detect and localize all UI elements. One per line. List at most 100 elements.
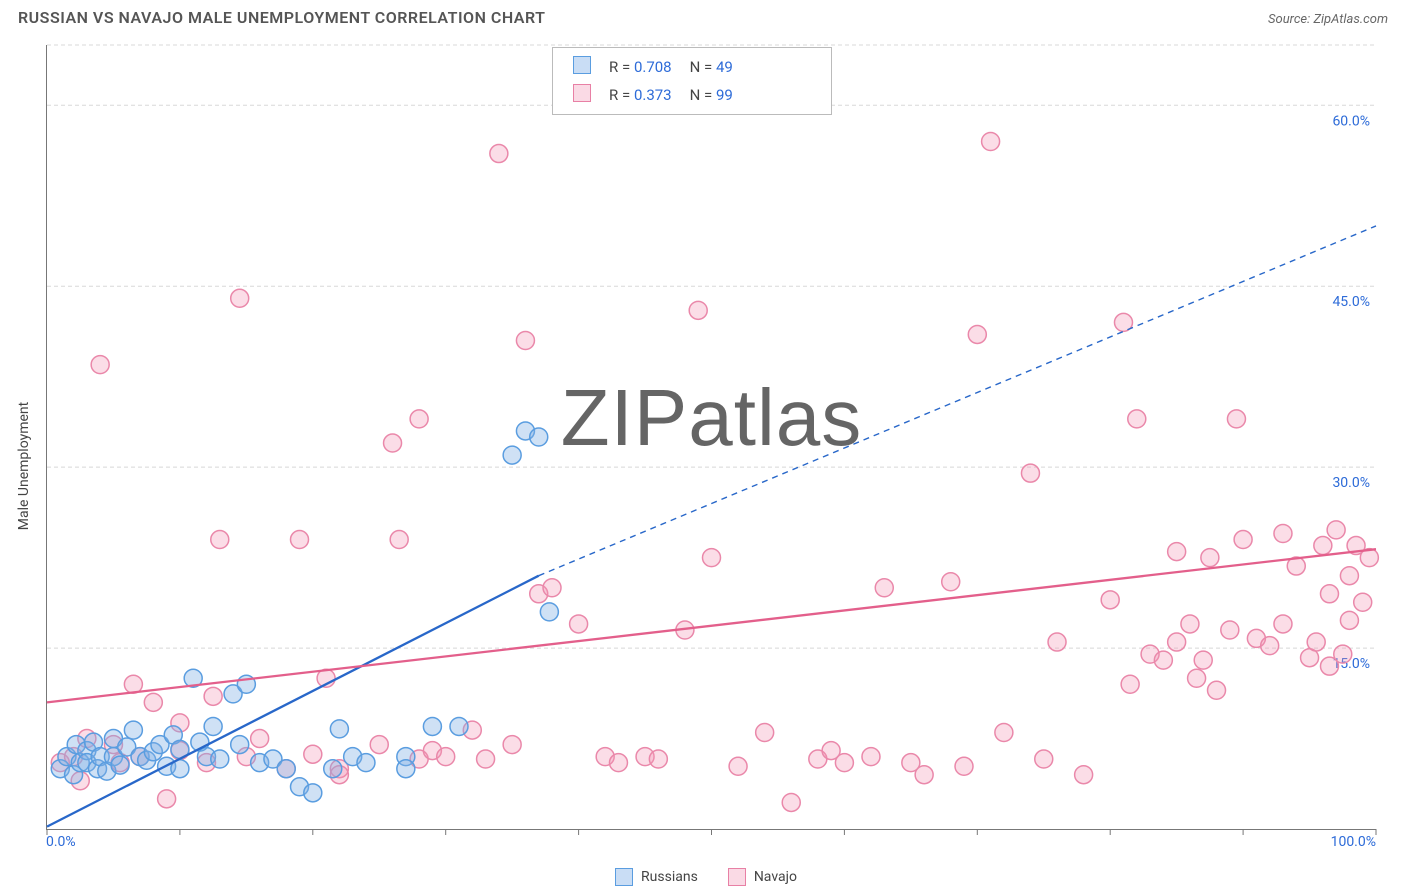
data-point — [1075, 766, 1093, 784]
data-point — [423, 717, 441, 735]
data-point — [782, 793, 800, 811]
data-point — [982, 132, 1000, 150]
legend-swatch — [615, 868, 633, 886]
data-point — [543, 579, 561, 597]
data-point — [1021, 464, 1039, 482]
data-point — [204, 717, 222, 735]
data-point — [609, 754, 627, 772]
data-point — [756, 724, 774, 742]
data-point — [503, 446, 521, 464]
data-point — [729, 757, 747, 775]
data-point — [204, 687, 222, 705]
data-point — [304, 745, 322, 763]
chart-title: RUSSIAN VS NAVAJO MALE UNEMPLOYMENT CORR… — [18, 8, 545, 27]
data-point — [649, 750, 667, 768]
legend-item: Navajo — [728, 868, 797, 886]
data-point — [144, 693, 162, 711]
x-axis: 0.0% 100.0% — [46, 834, 1376, 854]
data-point — [968, 325, 986, 343]
data-point — [450, 717, 468, 735]
y-axis-label: Male Unemployment — [12, 40, 36, 892]
data-point — [158, 790, 176, 808]
data-point — [1227, 410, 1245, 428]
data-point — [1188, 669, 1206, 687]
data-point — [1035, 750, 1053, 768]
data-point — [1320, 585, 1338, 603]
data-point — [291, 531, 309, 549]
data-point — [384, 434, 402, 452]
data-point — [304, 784, 322, 802]
data-point — [1128, 410, 1146, 428]
data-point — [1261, 637, 1279, 655]
data-point — [1101, 591, 1119, 609]
data-point — [1274, 615, 1292, 633]
data-point — [1340, 611, 1358, 629]
data-point — [324, 760, 342, 778]
data-point — [540, 603, 558, 621]
legend-item: Russians — [615, 868, 698, 886]
trend-line — [47, 549, 1376, 702]
data-point — [942, 573, 960, 591]
y-tick-label: 45.0% — [1332, 294, 1370, 310]
x-tick-label: 100.0% — [1331, 834, 1376, 850]
data-point — [330, 720, 348, 738]
data-point — [124, 721, 142, 739]
data-point — [1221, 621, 1239, 639]
data-point — [875, 579, 893, 597]
data-point — [211, 531, 229, 549]
data-point — [1154, 651, 1172, 669]
data-point — [1194, 651, 1212, 669]
data-point — [689, 301, 707, 319]
data-point — [231, 289, 249, 307]
data-point — [1048, 633, 1066, 651]
legend-bottom: Russians Navajo — [36, 868, 1376, 886]
data-point — [251, 730, 269, 748]
data-point — [111, 756, 129, 774]
data-point — [1340, 567, 1358, 585]
data-point — [437, 748, 455, 766]
legend-swatch — [728, 868, 746, 886]
data-point — [862, 748, 880, 766]
data-point — [1168, 633, 1186, 651]
data-point — [1168, 543, 1186, 561]
data-point — [1121, 675, 1139, 693]
watermark: ZIPatlas — [561, 373, 862, 462]
data-point — [1274, 524, 1292, 542]
data-point — [277, 760, 295, 778]
data-point — [835, 754, 853, 772]
legend-label: Navajo — [754, 869, 797, 885]
legend-label: Russians — [641, 869, 698, 885]
data-point — [231, 736, 249, 754]
data-point — [503, 736, 521, 754]
data-point — [397, 760, 415, 778]
data-point — [477, 750, 495, 768]
data-point — [530, 428, 548, 446]
trend-line-dashed — [539, 226, 1376, 576]
data-point — [570, 615, 588, 633]
data-point — [955, 757, 973, 775]
data-point — [1208, 681, 1226, 699]
data-point — [516, 332, 534, 350]
data-point — [1201, 549, 1219, 567]
scatter-plot: 15.0%30.0%45.0%60.0%ZIPatlas R = 0.708 N… — [46, 45, 1376, 830]
data-point — [703, 549, 721, 567]
data-point — [915, 766, 933, 784]
data-point — [370, 736, 388, 754]
data-point — [1307, 633, 1325, 651]
data-point — [1327, 521, 1345, 539]
y-tick-label: 60.0% — [1332, 113, 1370, 129]
data-point — [211, 750, 229, 768]
data-point — [1234, 531, 1252, 549]
data-point — [1181, 615, 1199, 633]
data-point — [410, 410, 428, 428]
data-point — [490, 145, 508, 163]
source-credit: Source: ZipAtlas.com — [1268, 12, 1388, 27]
y-tick-label: 30.0% — [1332, 475, 1370, 491]
data-point — [1334, 645, 1352, 663]
correlation-legend: R = 0.708 N = 49 R = 0.373 N = 99 — [552, 47, 832, 115]
data-point — [995, 724, 1013, 742]
data-point — [1354, 593, 1372, 611]
data-point — [1314, 537, 1332, 555]
x-tick-label: 0.0% — [46, 834, 76, 850]
data-point — [390, 531, 408, 549]
